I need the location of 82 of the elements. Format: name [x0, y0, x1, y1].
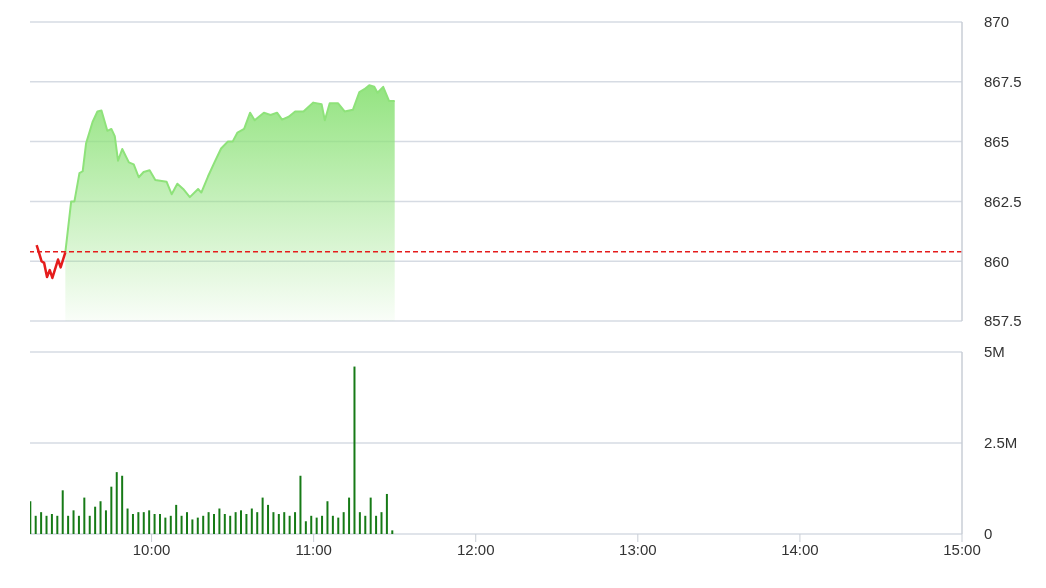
- y-tick-label: 865: [984, 132, 1010, 150]
- bar: [380, 512, 383, 534]
- bar: [131, 513, 134, 534]
- y-tick-label: 862.5: [984, 192, 1022, 210]
- bar: [310, 515, 313, 534]
- x-tick-label: 14:00: [781, 540, 819, 558]
- bar: [245, 513, 248, 534]
- bar: [191, 519, 194, 534]
- bar: [358, 512, 361, 534]
- bar: [40, 512, 43, 534]
- x-tick-label: 10:00: [132, 540, 171, 558]
- bar: [99, 501, 102, 534]
- bar: [175, 504, 178, 534]
- x-tick-label: 15:00: [943, 540, 981, 558]
- y-tick-label: 5M: [984, 343, 1005, 361]
- bar: [164, 517, 167, 534]
- bar: [169, 515, 172, 534]
- bar: [56, 515, 59, 534]
- bar: [364, 515, 367, 534]
- x-tick-label: 12:00: [456, 540, 495, 558]
- bar: [304, 521, 307, 534]
- y-tick-label: 857.5: [984, 312, 1022, 330]
- bar: [299, 475, 302, 534]
- bar: [202, 515, 205, 534]
- bar: [348, 497, 351, 534]
- bar: [321, 515, 324, 534]
- bar: [88, 515, 91, 534]
- bar: [218, 508, 221, 534]
- bar: [337, 517, 340, 534]
- bar: [196, 517, 199, 534]
- bar: [45, 515, 48, 534]
- x-tick-label: 11:00: [295, 540, 332, 558]
- x-tick-label: 13:00: [619, 540, 657, 558]
- bar: [234, 512, 237, 534]
- bar: [212, 513, 215, 534]
- bar: [277, 513, 280, 534]
- bar: [67, 515, 70, 534]
- bar: [72, 510, 75, 534]
- bar: [126, 508, 129, 534]
- bar: [94, 506, 97, 534]
- bar: [121, 475, 124, 534]
- bar: [391, 530, 394, 534]
- bar: [267, 504, 270, 534]
- bar: [83, 497, 86, 534]
- y-tick-label: 870: [984, 13, 1010, 31]
- bar: [207, 512, 210, 534]
- bar: [180, 515, 183, 534]
- bar: [331, 515, 334, 534]
- bar: [353, 366, 356, 534]
- bar: [326, 501, 329, 534]
- bar: [61, 490, 64, 534]
- bar: [342, 512, 345, 534]
- bar: [250, 508, 253, 534]
- bar: [229, 515, 232, 534]
- bar: [142, 512, 145, 534]
- bar: [148, 510, 151, 534]
- bar: [283, 512, 286, 534]
- bar: [240, 510, 243, 534]
- bar: [223, 513, 226, 534]
- bar: [137, 512, 140, 534]
- bar: [315, 517, 318, 534]
- bar: [104, 510, 107, 534]
- bar: [256, 512, 259, 534]
- bar: [272, 512, 275, 534]
- bar: [77, 515, 80, 534]
- bar: [385, 493, 388, 534]
- y-tick-label: 0: [984, 525, 993, 543]
- bar: [110, 486, 113, 534]
- bar: [153, 513, 156, 534]
- bar: [294, 512, 297, 534]
- bar: [288, 515, 291, 534]
- bar: [50, 513, 53, 534]
- y-tick-label: 2.5M: [984, 434, 1018, 452]
- bar: [34, 515, 37, 534]
- bar: [369, 497, 372, 534]
- bar: [115, 472, 118, 534]
- bar: [375, 515, 378, 534]
- bar: [261, 497, 264, 534]
- y-tick-label: 867.5: [984, 73, 1022, 91]
- bar: [185, 512, 188, 534]
- y-tick-label: 860: [984, 252, 1010, 270]
- bar: [158, 513, 161, 534]
